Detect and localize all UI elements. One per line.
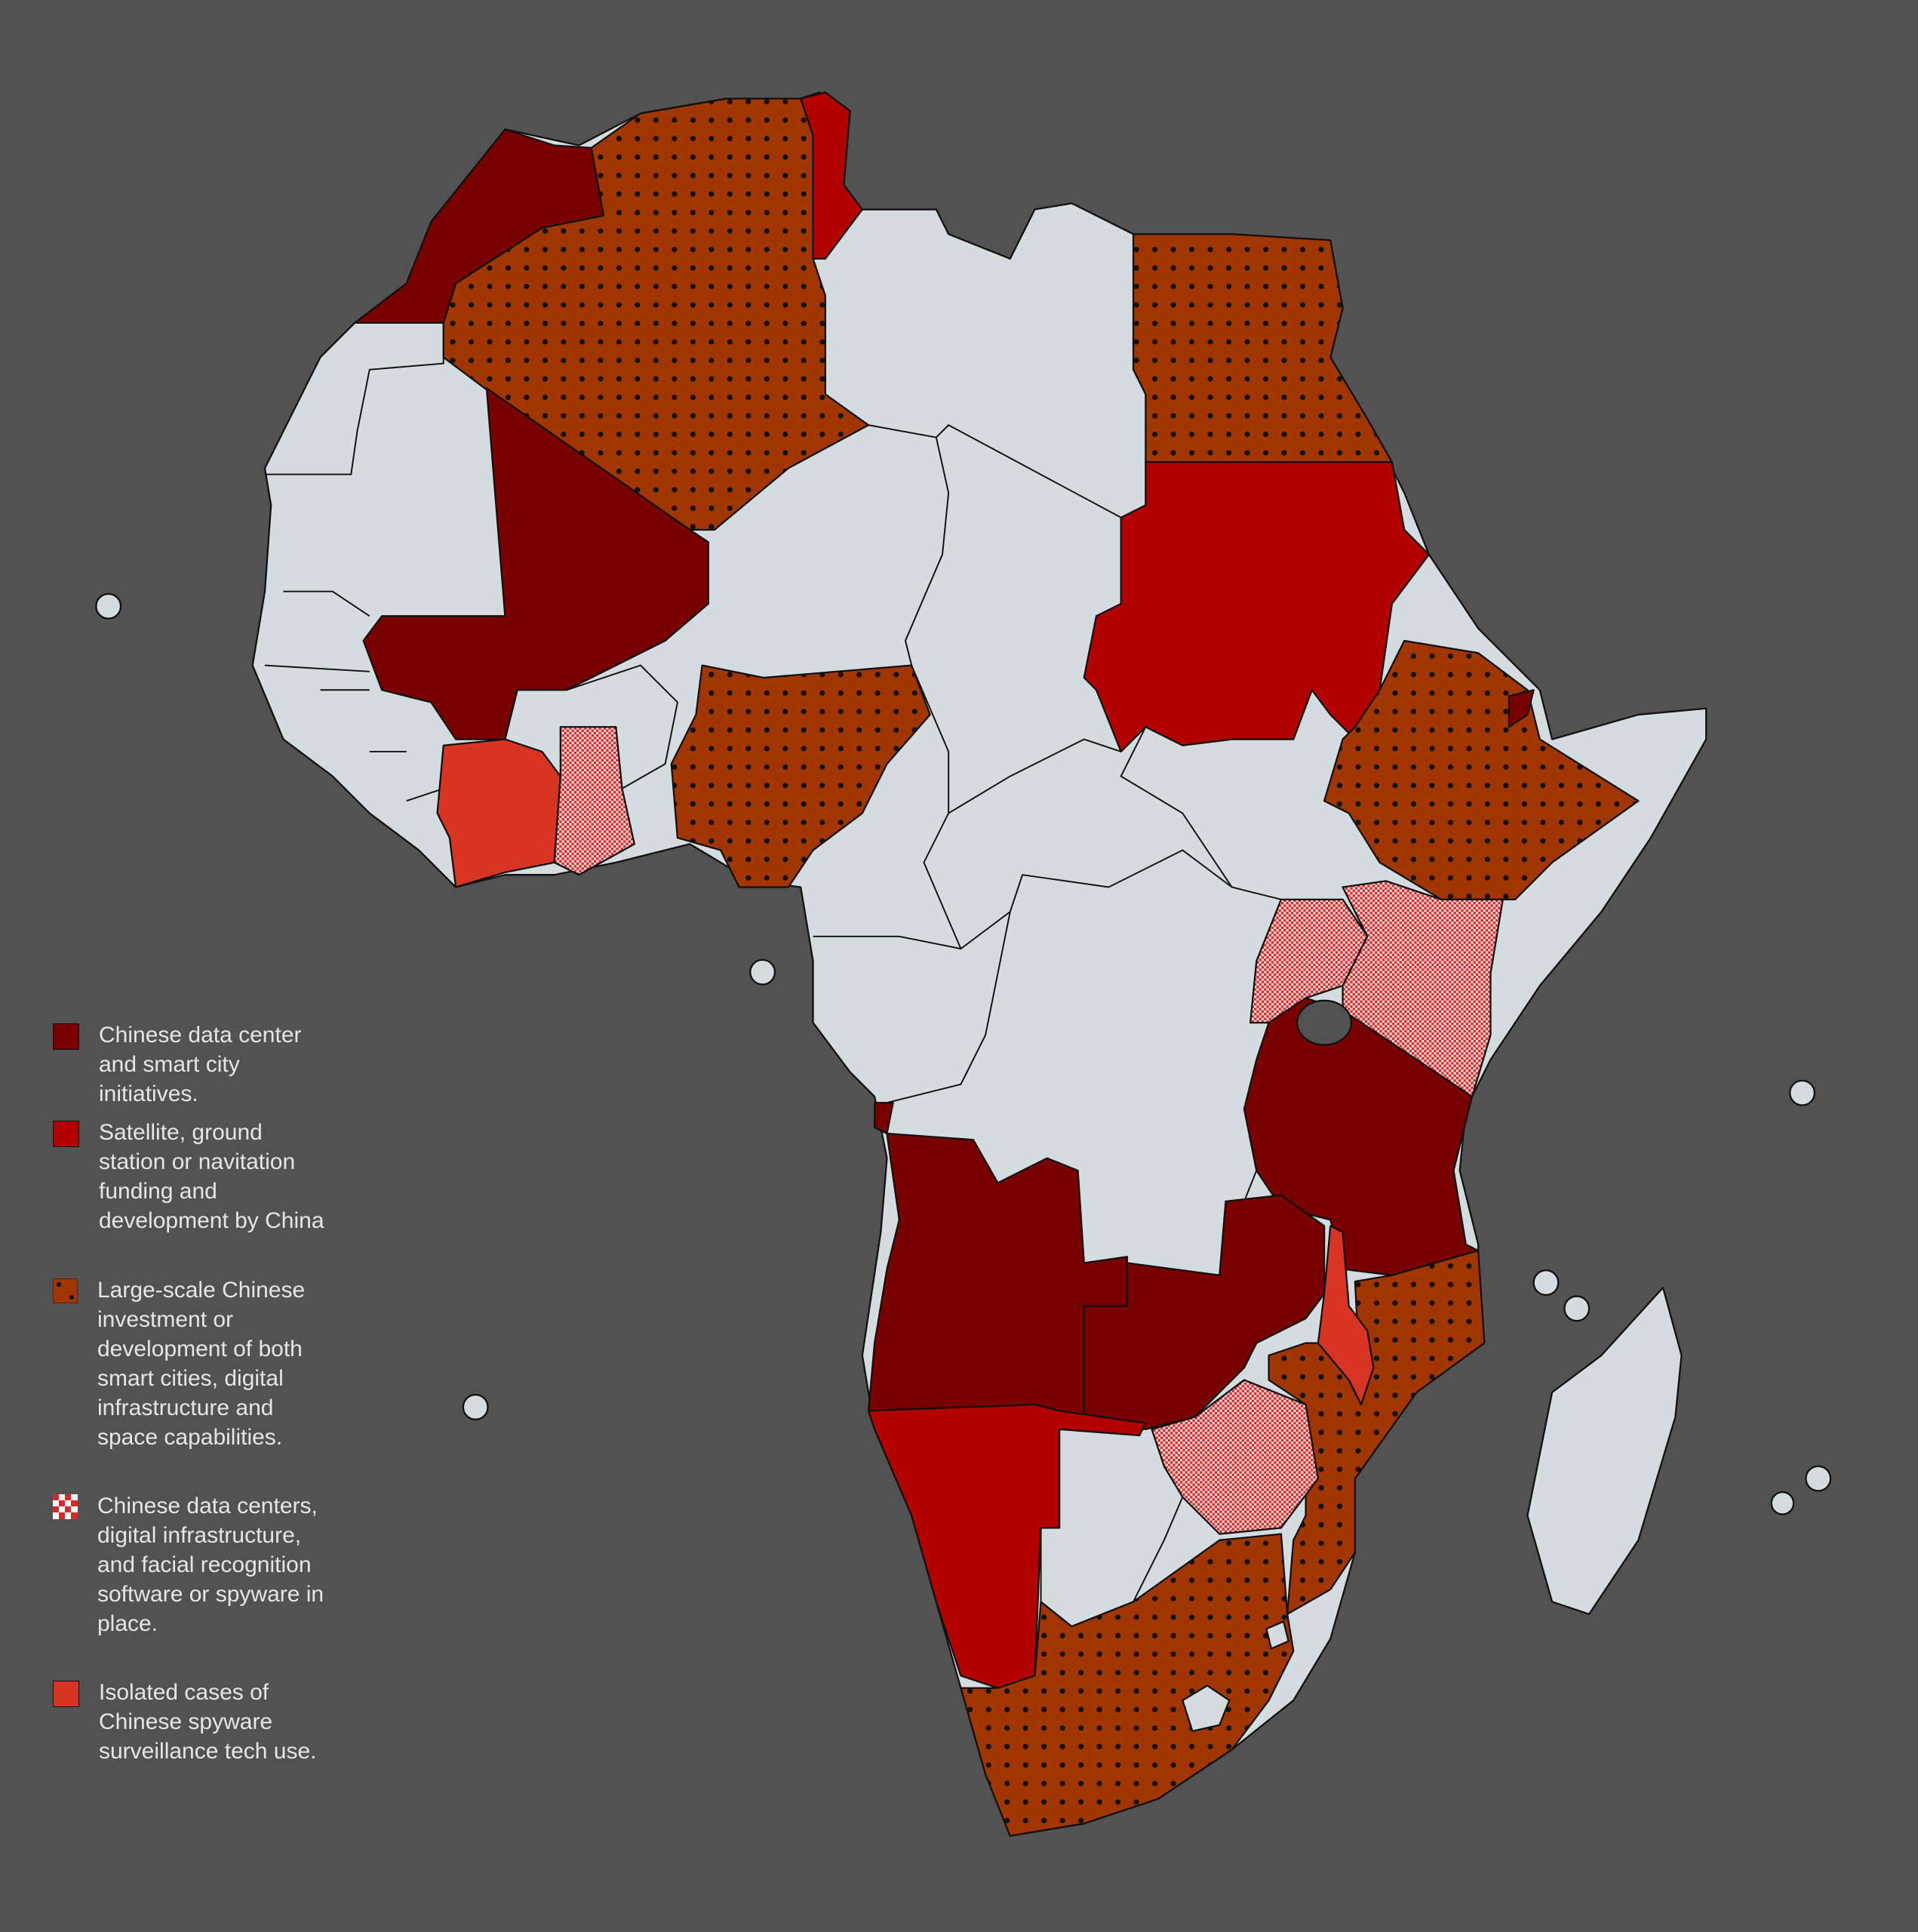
countries bbox=[354, 91, 1640, 1837]
malawi bbox=[1317, 1225, 1375, 1406]
legend-item: Satellite, ground station or navitation … bbox=[53, 1118, 329, 1235]
tunisia bbox=[800, 91, 863, 260]
legend-item: Isolated cases of Chinese spyware survei… bbox=[53, 1678, 329, 1766]
egypt bbox=[1132, 233, 1394, 463]
legend-label: Large-scale Chinese investment or develo… bbox=[97, 1278, 306, 1450]
zambia bbox=[1083, 1194, 1326, 1431]
madagascar bbox=[1526, 1286, 1683, 1615]
legend-label: Satellite, ground station or navitation … bbox=[99, 1120, 324, 1233]
legend-swatch bbox=[53, 1278, 78, 1303]
legend-item: Chinese data centers, digital infrastruc… bbox=[53, 1491, 327, 1638]
nigeria bbox=[670, 664, 931, 888]
eritrea bbox=[1508, 689, 1535, 728]
islands bbox=[95, 592, 1832, 1515]
legend-swatch bbox=[53, 1494, 78, 1519]
eswatini bbox=[1265, 1620, 1289, 1650]
legend-label: Chinese data center and smart city initi… bbox=[99, 1023, 302, 1106]
lesotho bbox=[1182, 1684, 1231, 1733]
legend-label: Isolated cases of Chinese spyware survei… bbox=[99, 1680, 317, 1764]
zimbabwe bbox=[1151, 1379, 1320, 1535]
kenya bbox=[1342, 880, 1504, 1098]
south-africa bbox=[960, 1533, 1295, 1837]
namibia bbox=[867, 1404, 1147, 1689]
legend-item: Large-scale Chinese investment or develo… bbox=[53, 1275, 327, 1452]
legend-swatch bbox=[53, 1023, 79, 1050]
ghana bbox=[553, 726, 635, 876]
legend-swatch bbox=[53, 1121, 79, 1147]
ivory-coast bbox=[436, 738, 561, 888]
sudan bbox=[1083, 461, 1430, 753]
legend-item: Chinese data center and smart city initi… bbox=[53, 1020, 329, 1109]
cabinda bbox=[874, 1102, 894, 1135]
legend-label: Chinese data centers, digital infrastruc… bbox=[97, 1494, 324, 1636]
lake-victoria bbox=[1296, 999, 1353, 1046]
legend-swatch bbox=[53, 1681, 79, 1707]
